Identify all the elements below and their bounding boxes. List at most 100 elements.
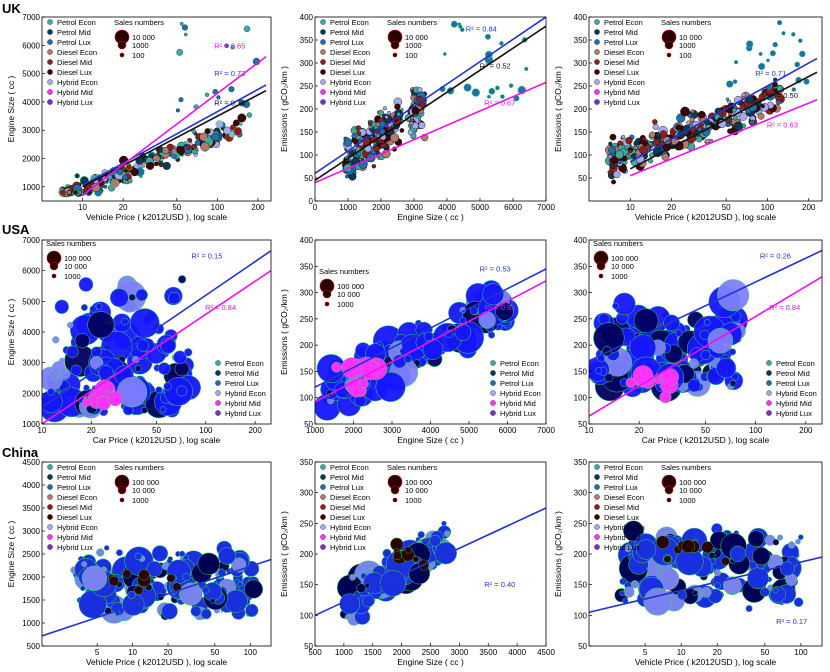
x-tick-label: 50 <box>152 426 161 435</box>
legend-marker <box>47 29 53 35</box>
r2-label: R² = 0.15 <box>191 251 222 260</box>
scatter-bubble <box>752 546 771 566</box>
fit-line-hybrid <box>315 81 546 184</box>
legend-marker <box>47 99 53 105</box>
legend-marker <box>594 544 600 550</box>
scatter-bubble <box>793 597 804 608</box>
legend-entry: Petrol Lux <box>330 483 364 492</box>
legend-marker <box>490 370 496 376</box>
y-tick-label: 5000 <box>22 70 40 79</box>
scatter-bubble-hybrid <box>659 391 672 404</box>
scatter-point <box>74 173 80 179</box>
scatter-point <box>110 179 120 188</box>
scatter-point <box>733 121 743 131</box>
scatter-bubble <box>382 548 392 558</box>
r2-label: R² = 0.93 <box>484 303 515 312</box>
scatter-point <box>188 138 193 143</box>
y-tick-label: 3000 <box>22 126 40 135</box>
x-axis-label: Vehicle Price ( k2012USD ), log scale <box>86 657 228 667</box>
size-legend-marker <box>390 485 400 495</box>
y-tick-label: 50 <box>578 420 587 429</box>
legend-entry: Diesel Lux <box>604 68 639 77</box>
fit-line-hybrid <box>82 55 267 196</box>
scatter-bubble <box>441 520 447 527</box>
y-tick-label: 250 <box>574 82 588 91</box>
scatter-bubble <box>163 382 172 391</box>
scatter-point <box>154 161 159 167</box>
legend-entry: Petrol Mid <box>330 28 364 37</box>
size-legend-label: 10 000 <box>679 33 702 42</box>
scatter-point <box>781 31 786 36</box>
scatter-point <box>243 25 251 33</box>
scatter-point <box>230 45 235 50</box>
legend-entry: Petrol Mid <box>57 28 91 37</box>
scatter-point <box>232 119 240 127</box>
y-tick-label: 350 <box>574 262 588 271</box>
scatter-bubble <box>772 538 780 546</box>
scatter-bubble <box>74 333 90 349</box>
scatter-bubble <box>70 364 82 376</box>
scatter-point <box>621 134 626 140</box>
x-axis-label: Car Price ( k2012USD ), log scale <box>93 435 221 445</box>
r2-label: R² = 0.26 <box>760 251 791 260</box>
scatter-point <box>680 106 690 117</box>
scatter-bubble <box>788 541 796 549</box>
legend-marker <box>320 89 326 95</box>
size-legend-title: Sales numbers <box>46 239 96 248</box>
x-axis-label: Vehicle Price ( k2012USD ), log scale <box>86 212 228 222</box>
scatter-point <box>608 146 617 155</box>
scatter-bubble <box>80 304 88 311</box>
scatter-bubble-diesel <box>108 575 120 587</box>
y-tick-label: 200 <box>574 105 588 114</box>
scatter-bubble <box>174 361 190 377</box>
scatter-bubble <box>115 549 123 557</box>
legend-marker <box>215 390 221 396</box>
legend-marker <box>320 504 326 510</box>
x-tick-label: 1000 <box>339 203 357 212</box>
scatter-bubble <box>595 367 603 375</box>
scatter-bubble <box>81 565 108 591</box>
legend-entry: Hybrid Econ <box>330 78 371 87</box>
legend-entry: Hybrid Mid <box>330 88 366 97</box>
scatter-bubble <box>772 587 779 594</box>
x-tick-label: 3000 <box>383 426 401 435</box>
scatter-bubble <box>151 545 169 562</box>
scatter-point <box>176 49 183 56</box>
x-tick-label: 10 <box>78 203 87 212</box>
r2-label: R² = 0.73 <box>214 69 245 78</box>
chart-usa_engine_vs_price: R² = 0.15 R² = 0.84 10 20 50 100 200 1000 2000 30… <box>6 236 272 445</box>
legend-marker <box>490 410 496 416</box>
scatter-bubble <box>244 579 264 599</box>
y-tick-label: 6000 <box>22 41 40 50</box>
scatter-bubble <box>655 565 662 571</box>
size-legend-label: 100 000 <box>611 254 638 263</box>
y-tick-label: 4500 <box>22 458 40 467</box>
x-tick-label: 200 <box>251 203 265 212</box>
scatter-point <box>508 83 514 88</box>
scatter-bubble <box>146 561 163 577</box>
r2-label: R² = 0.53 <box>480 264 511 273</box>
legend-marker <box>47 19 53 25</box>
scatter-bubble-diesel <box>721 556 730 566</box>
legend-entry: Hybrid Econ <box>225 389 266 398</box>
y-tick-label: 250 <box>574 315 588 324</box>
legend-entry: Diesel Econ <box>604 48 644 57</box>
scatter-point <box>171 153 178 160</box>
scatter-bubble-diesel <box>166 573 176 583</box>
scatter-point <box>495 85 500 91</box>
x-tick-label: 500 <box>308 648 322 657</box>
scatter-bubble <box>95 303 103 310</box>
scatter-point <box>175 108 180 113</box>
scatter-point <box>146 162 154 170</box>
scatter-bubble <box>714 582 721 589</box>
scatter-point <box>652 119 658 125</box>
legend-entry: Petrol Econ <box>225 359 264 368</box>
x-tick-label: 4000 <box>438 203 456 212</box>
y-tick-label: 1500 <box>22 596 40 605</box>
scatter-point <box>408 121 414 126</box>
scatter-point <box>228 131 235 138</box>
size-legend-marker <box>117 40 127 50</box>
scatter-layer <box>58 21 261 198</box>
r2-label: R² = 0.63 <box>767 120 798 129</box>
